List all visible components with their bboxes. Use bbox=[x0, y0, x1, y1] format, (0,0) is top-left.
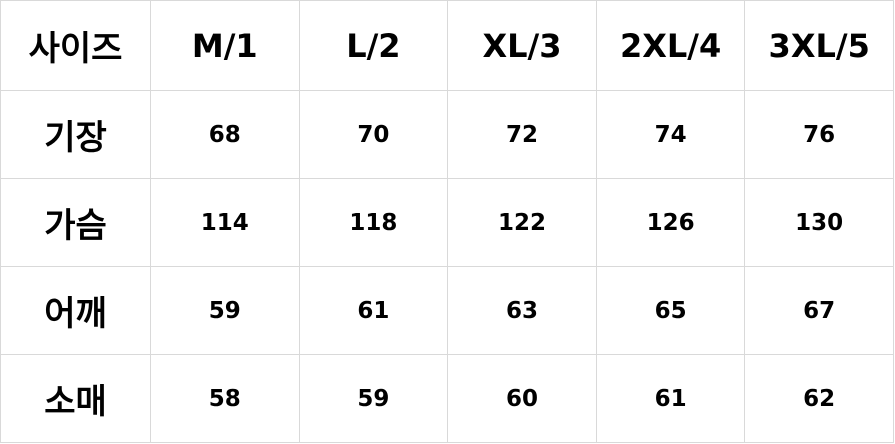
table-cell: 118 bbox=[298, 178, 449, 267]
header-row: 사이즈 M/1 L/2 XL/3 2XL/4 3XL/5 bbox=[0, 0, 894, 91]
table-cell: 60 bbox=[447, 354, 597, 443]
table-cell: 68 bbox=[150, 90, 300, 179]
header-cell: 2XL/4 bbox=[595, 0, 746, 91]
table-cell: 67 bbox=[744, 266, 894, 355]
table-cell: 72 bbox=[447, 90, 597, 179]
table-row: 어깨 59 61 63 65 67 bbox=[0, 266, 894, 355]
header-cell: 3XL/5 bbox=[744, 0, 894, 91]
table-cell: 76 bbox=[744, 90, 894, 179]
table-cell: 130 bbox=[744, 178, 894, 267]
header-cell: M/1 bbox=[150, 0, 300, 91]
header-cell: XL/3 bbox=[447, 0, 597, 91]
table-cell: 70 bbox=[298, 90, 449, 179]
table-cell: 114 bbox=[150, 178, 300, 267]
table-cell: 59 bbox=[298, 354, 449, 443]
table-row: 소매 58 59 60 61 62 bbox=[0, 354, 894, 443]
row-label: 어깨 bbox=[0, 266, 151, 355]
table-cell: 63 bbox=[447, 266, 597, 355]
row-label: 소매 bbox=[0, 354, 151, 443]
table-cell: 126 bbox=[595, 178, 746, 267]
table-cell: 122 bbox=[447, 178, 597, 267]
table-cell: 58 bbox=[150, 354, 300, 443]
header-cell: L/2 bbox=[298, 0, 449, 91]
table-cell: 74 bbox=[595, 90, 746, 179]
header-cell-size: 사이즈 bbox=[0, 0, 151, 91]
table-cell: 61 bbox=[595, 354, 746, 443]
table-cell: 65 bbox=[595, 266, 746, 355]
row-label: 기장 bbox=[0, 90, 151, 179]
table-cell: 62 bbox=[744, 354, 894, 443]
table-row: 가슴 114 118 122 126 130 bbox=[0, 178, 894, 267]
table-cell: 61 bbox=[298, 266, 449, 355]
row-label: 가슴 bbox=[0, 178, 151, 267]
table-row: 기장 68 70 72 74 76 bbox=[0, 90, 894, 179]
table-cell: 59 bbox=[150, 266, 300, 355]
